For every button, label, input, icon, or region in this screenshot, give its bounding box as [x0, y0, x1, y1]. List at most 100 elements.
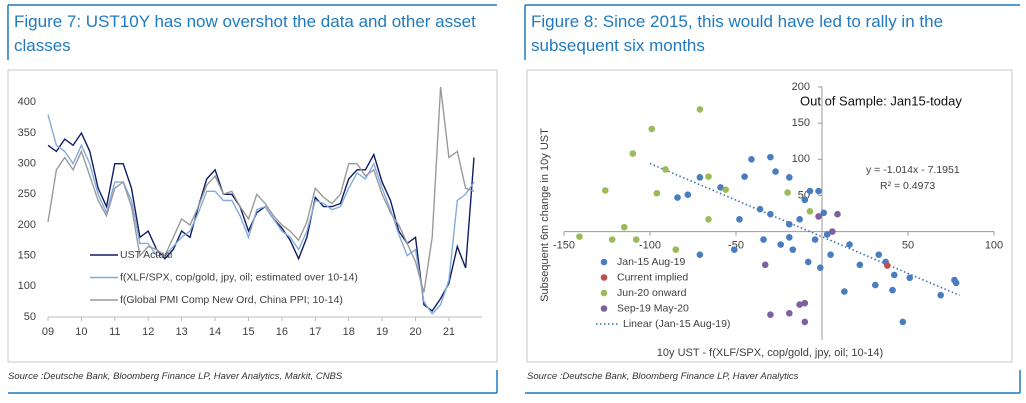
point	[767, 210, 774, 218]
legend-marker	[600, 258, 608, 266]
legend-label: Jan-15 Aug-19	[617, 256, 685, 268]
point	[937, 291, 944, 299]
chart-title: Figure 8: Since 2015, this would have le…	[531, 12, 944, 55]
y-tick-label: 150	[18, 250, 36, 262]
point	[576, 233, 583, 240]
point	[632, 236, 640, 243]
r-squared: R² = 0.4973	[880, 180, 935, 192]
point	[804, 258, 812, 266]
point	[786, 174, 793, 181]
point	[786, 234, 793, 241]
legend-label: Linear (Jan-15 Aug-19)	[623, 318, 730, 330]
point	[829, 228, 836, 235]
point	[674, 194, 681, 201]
point	[796, 301, 803, 308]
trendline	[649, 162, 960, 297]
x-tick-label: 21	[443, 326, 455, 338]
legend-label: UST Actual	[120, 249, 172, 261]
point	[653, 189, 661, 197]
point	[899, 318, 907, 326]
point	[760, 236, 767, 243]
y-axis-title: Subsequent 6m change in 10y UST	[539, 128, 551, 302]
point	[786, 309, 793, 317]
legend-label: f(XLF/SPX, cop/gold, jpy, oil; estimated…	[120, 271, 358, 283]
legend-marker	[600, 289, 608, 297]
point	[811, 236, 819, 243]
x-tick-label: 16	[276, 326, 288, 338]
point	[756, 205, 764, 213]
x-tick-label: 13	[176, 326, 188, 338]
x-tick-label: -100	[639, 239, 661, 251]
point	[784, 189, 791, 196]
y-tick-label: 100	[792, 153, 810, 165]
x-tick-label: 50	[902, 239, 914, 251]
plot-border	[7, 69, 498, 363]
point	[801, 196, 809, 204]
x-tick-label: 20	[409, 326, 421, 338]
point	[820, 209, 828, 217]
series-line	[47, 86, 475, 293]
equation: y = -1.014x - 7.1951	[866, 164, 960, 176]
legend-marker	[600, 305, 608, 312]
point	[816, 264, 824, 272]
point	[815, 213, 822, 220]
point	[608, 236, 616, 243]
point	[777, 241, 785, 248]
point	[806, 208, 814, 215]
x-axis-title: 10y UST - f(XLF/SPX, cop/gold, jpy, oil;…	[657, 347, 883, 359]
point	[801, 318, 809, 326]
point	[761, 261, 769, 269]
point	[906, 274, 914, 282]
legend-label: Current implied	[617, 271, 688, 283]
chart-title: Figure 7: UST10Y has now overshot the da…	[14, 12, 476, 55]
point	[736, 215, 743, 223]
point	[889, 286, 896, 294]
point	[827, 251, 834, 259]
point	[789, 246, 797, 253]
x-tick-label: 12	[142, 326, 154, 338]
plot-border	[526, 69, 1013, 363]
point	[801, 299, 809, 307]
point	[601, 187, 609, 194]
point	[856, 261, 864, 269]
point	[629, 150, 637, 157]
point	[648, 125, 656, 133]
point	[772, 168, 779, 175]
point	[741, 173, 748, 180]
y-tick-label: 50	[24, 311, 36, 323]
x-tick-label: -150	[553, 239, 575, 251]
y-tick-label: 250	[18, 188, 36, 200]
point	[815, 187, 822, 195]
point	[806, 187, 814, 195]
y-tick-label: 100	[18, 280, 36, 292]
point	[748, 155, 755, 163]
x-tick-label: 18	[343, 326, 355, 338]
series-line	[47, 131, 475, 312]
y-tick-label: 400	[18, 96, 36, 108]
source: Source :Deutsche Bank, Bloomberg Finance…	[527, 371, 799, 382]
y-tick-label: 350	[18, 127, 36, 139]
point	[696, 106, 704, 113]
x-tick-label: 19	[376, 326, 388, 338]
point	[717, 184, 724, 191]
y-tick-label: 300	[18, 158, 36, 170]
point	[841, 288, 848, 295]
point	[662, 166, 669, 173]
point	[875, 251, 883, 259]
point	[786, 221, 793, 228]
point	[705, 173, 712, 180]
point	[722, 186, 729, 193]
point	[846, 241, 853, 248]
x-tick-label: 09	[42, 326, 54, 338]
point	[696, 174, 704, 181]
y-tick-label: 200	[792, 81, 810, 93]
source: Source :Deutsche Bank, Bloomberg Finance…	[8, 371, 343, 382]
point	[620, 223, 628, 231]
legend-label: f(Global PMI Comp New Ord, China PPI; 10…	[120, 294, 343, 306]
series-line	[47, 114, 475, 316]
point	[767, 311, 774, 319]
point	[767, 153, 774, 161]
point	[672, 246, 680, 253]
